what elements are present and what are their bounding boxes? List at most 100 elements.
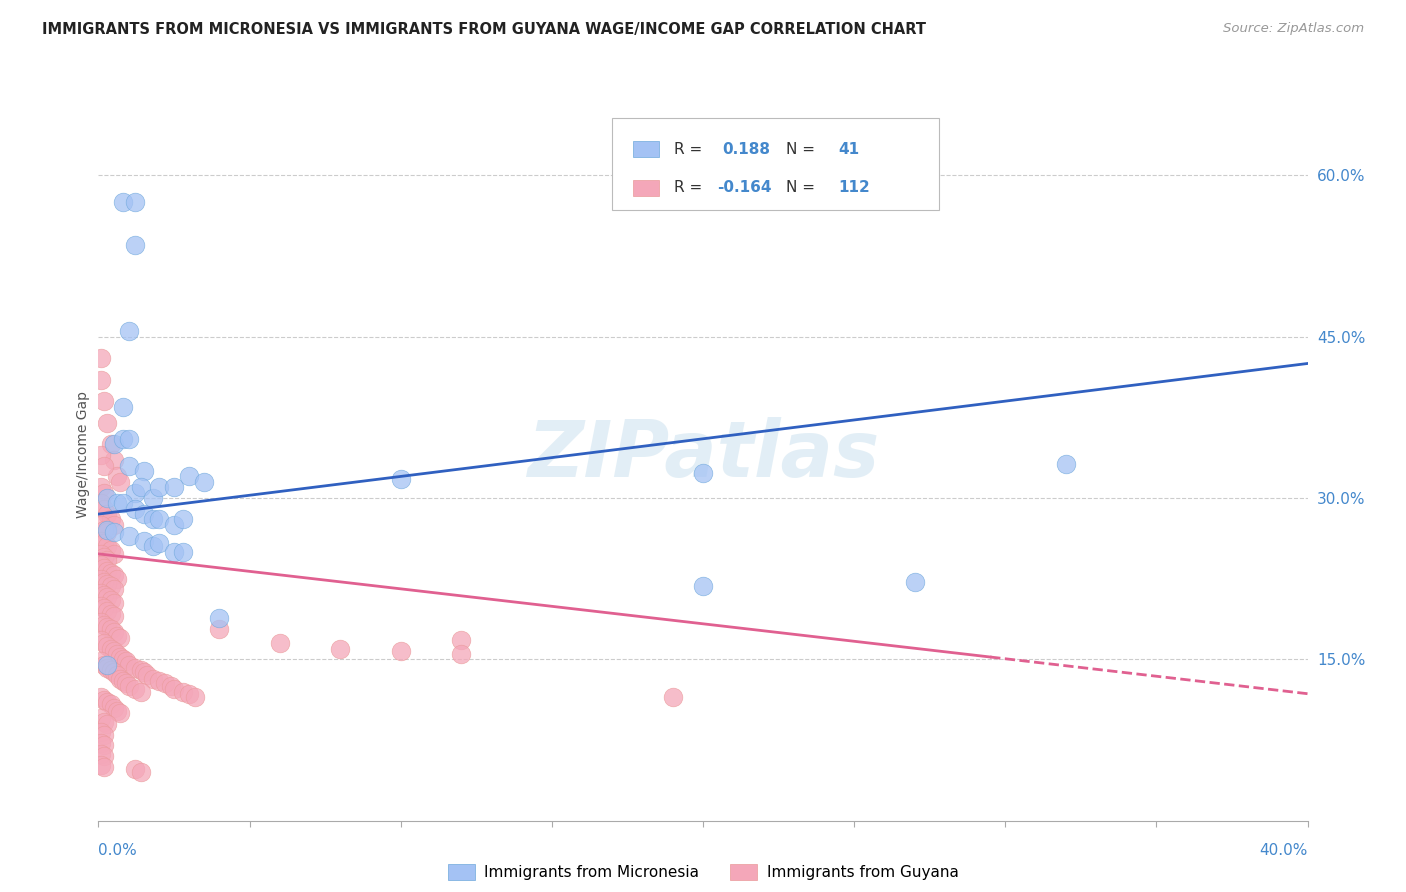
Point — [163, 480, 186, 494]
Point — [111, 673, 134, 688]
Point — [111, 652, 134, 666]
Point — [160, 679, 183, 693]
Point — [93, 485, 115, 500]
Point — [142, 672, 165, 686]
Point — [208, 611, 231, 625]
Point — [124, 238, 146, 252]
Point — [93, 657, 115, 672]
Point — [132, 507, 155, 521]
Point — [124, 682, 146, 697]
Point — [90, 747, 112, 761]
Point — [118, 528, 141, 542]
Y-axis label: Wage/Income Gap: Wage/Income Gap — [76, 392, 90, 518]
Point — [108, 672, 131, 686]
Point — [96, 577, 118, 591]
Point — [111, 432, 134, 446]
Point — [100, 641, 122, 656]
Point — [96, 640, 118, 654]
Point — [93, 550, 115, 565]
Point — [90, 690, 112, 704]
Point — [90, 585, 112, 599]
Point — [148, 536, 170, 550]
Point — [93, 749, 115, 764]
Point — [100, 593, 122, 607]
Point — [662, 690, 685, 704]
Point — [129, 765, 152, 780]
Point — [692, 466, 714, 480]
Point — [90, 533, 112, 548]
Text: 40.0%: 40.0% — [1260, 843, 1308, 858]
Point — [93, 561, 115, 575]
Point — [90, 757, 112, 772]
Point — [90, 572, 112, 586]
Point — [184, 690, 207, 704]
Point — [96, 507, 118, 521]
Point — [904, 574, 927, 589]
Point — [90, 736, 112, 750]
Point — [163, 682, 186, 697]
Point — [172, 684, 194, 698]
Point — [93, 458, 115, 473]
Point — [96, 553, 118, 567]
Point — [124, 661, 146, 675]
Point — [148, 480, 170, 494]
Point — [96, 657, 118, 672]
Point — [103, 609, 125, 624]
Point — [93, 693, 115, 707]
Point — [93, 536, 115, 550]
Text: 0.0%: 0.0% — [98, 843, 138, 858]
Point — [179, 469, 201, 483]
Text: R =: R = — [673, 142, 702, 156]
Point — [132, 464, 155, 478]
Point — [90, 448, 112, 462]
Text: IMMIGRANTS FROM MICRONESIA VS IMMIGRANTS FROM GUYANA WAGE/INCOME GAP CORRELATION: IMMIGRANTS FROM MICRONESIA VS IMMIGRANTS… — [42, 22, 927, 37]
Point — [96, 539, 118, 553]
Point — [114, 676, 136, 690]
Point — [103, 596, 125, 610]
Point — [118, 324, 141, 338]
Point — [148, 673, 170, 688]
Point — [269, 636, 291, 650]
Point — [179, 687, 201, 701]
Point — [153, 676, 176, 690]
Point — [132, 533, 155, 548]
Point — [105, 647, 128, 661]
Point — [96, 695, 118, 709]
Point — [103, 665, 125, 680]
Legend: Immigrants from Micronesia, Immigrants from Guyana: Immigrants from Micronesia, Immigrants f… — [441, 858, 965, 886]
Point — [103, 582, 125, 597]
Point — [172, 512, 194, 526]
Point — [103, 525, 125, 540]
Point — [90, 558, 112, 572]
Point — [90, 599, 112, 613]
Point — [90, 655, 112, 669]
Point — [105, 704, 128, 718]
Point — [208, 622, 231, 636]
Point — [124, 195, 146, 210]
Point — [389, 472, 412, 486]
Point — [96, 491, 118, 505]
Point — [105, 572, 128, 586]
Text: 112: 112 — [838, 180, 870, 195]
Point — [90, 615, 112, 629]
Point — [103, 700, 125, 714]
Point — [93, 394, 115, 409]
Point — [111, 195, 134, 210]
Point — [193, 475, 215, 489]
Point — [96, 590, 118, 604]
Point — [96, 525, 118, 540]
Point — [93, 739, 115, 753]
Point — [96, 620, 118, 634]
Point — [93, 618, 115, 632]
Point — [105, 668, 128, 682]
Point — [96, 716, 118, 731]
Point — [389, 643, 412, 657]
Point — [111, 400, 134, 414]
Text: -0.164: -0.164 — [717, 180, 772, 195]
Text: R =: R = — [673, 180, 702, 195]
Point — [93, 501, 115, 516]
Point — [93, 574, 115, 589]
Text: 41: 41 — [838, 142, 859, 156]
Point — [93, 714, 115, 729]
Point — [103, 437, 125, 451]
